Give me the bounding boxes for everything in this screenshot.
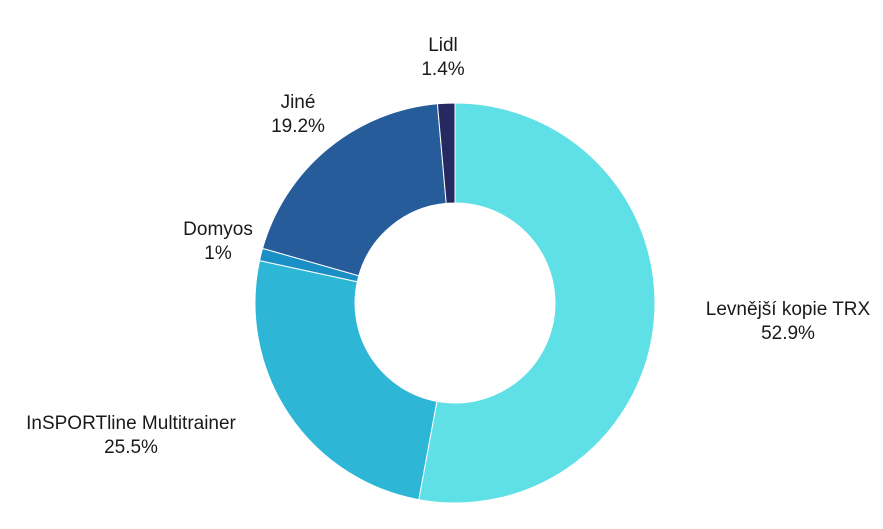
slice-percent: 25.5% [104, 437, 158, 458]
slice-lidl [436, 102, 456, 204]
slice-percent: 1.4% [421, 59, 465, 80]
slice-levnejsi-kopie-trx [418, 102, 656, 504]
slice-label-lidl: Lidl 1.4% [421, 34, 464, 82]
slice-jine [261, 103, 447, 277]
slice-percent: 19.2% [271, 116, 325, 137]
slice-name: Domyos [183, 219, 253, 240]
slice-label-domyos: Domyos 1% [183, 218, 253, 266]
slice-name: InSPORTline Multitrainer [26, 413, 236, 434]
slice-percent: 1% [204, 243, 232, 264]
slice-percent: 52.9% [761, 323, 815, 344]
slice-insportline-multitrainer [254, 260, 438, 501]
slice-name: Levnější kopie TRX [705, 299, 871, 320]
slice-label-jine: Jiné 19.2% [271, 91, 325, 139]
slice-label-levnejsi-kopie-trx: Levnější kopie TRX 52.9% [706, 298, 870, 346]
slice-name: Jiné [280, 92, 316, 113]
slice-label-insportline-multitrainer: InSPORTline Multitrainer 25.5% [26, 412, 236, 460]
slice-name: Lidl [428, 35, 458, 56]
